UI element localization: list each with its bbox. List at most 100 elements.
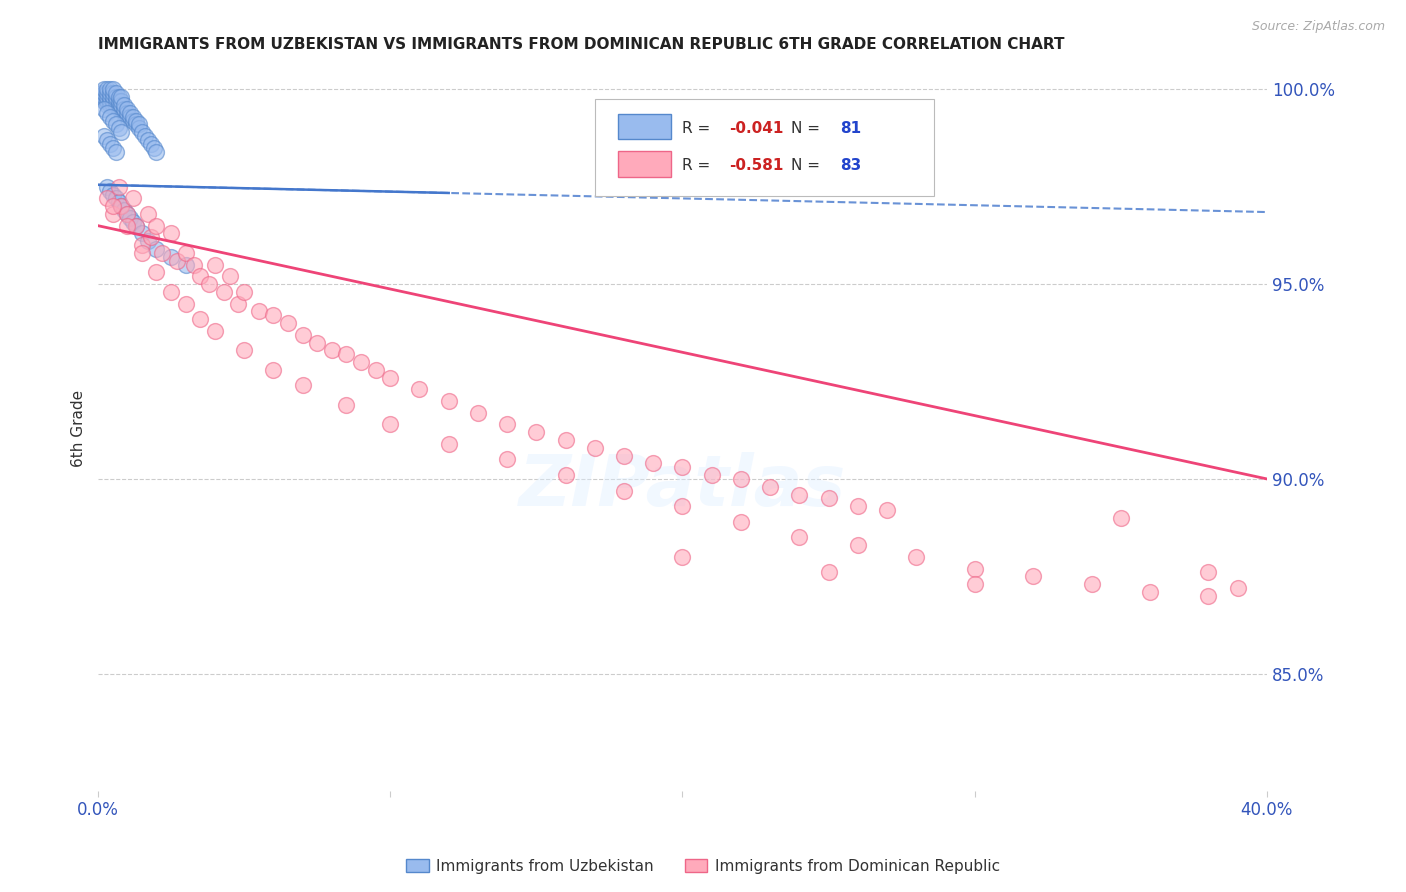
Point bbox=[380, 370, 402, 384]
Point bbox=[104, 90, 127, 104]
Point bbox=[112, 203, 135, 218]
Point bbox=[1109, 511, 1132, 525]
Point bbox=[136, 133, 159, 147]
Point bbox=[212, 285, 235, 299]
Point bbox=[98, 136, 121, 151]
Point bbox=[963, 561, 986, 575]
Point bbox=[174, 296, 197, 310]
Point bbox=[117, 102, 139, 116]
Point bbox=[131, 246, 153, 260]
Text: -0.041: -0.041 bbox=[730, 120, 783, 136]
FancyBboxPatch shape bbox=[595, 99, 934, 196]
Point bbox=[98, 184, 121, 198]
Point bbox=[876, 503, 898, 517]
Point bbox=[125, 117, 148, 131]
Point bbox=[101, 87, 124, 101]
Point bbox=[107, 94, 129, 108]
Point bbox=[136, 207, 159, 221]
Text: N =: N = bbox=[792, 159, 825, 173]
Point bbox=[730, 472, 752, 486]
Point bbox=[226, 296, 249, 310]
Point bbox=[120, 105, 142, 120]
Point bbox=[96, 191, 118, 205]
Point bbox=[364, 363, 387, 377]
Point bbox=[98, 98, 121, 112]
Point bbox=[174, 246, 197, 260]
Point bbox=[93, 90, 115, 104]
Point bbox=[98, 90, 121, 104]
Point bbox=[96, 133, 118, 147]
Point bbox=[110, 199, 132, 213]
Point bbox=[107, 90, 129, 104]
Text: R =: R = bbox=[682, 159, 716, 173]
Point bbox=[110, 90, 132, 104]
Point bbox=[125, 113, 148, 128]
Point bbox=[150, 246, 173, 260]
Point bbox=[817, 566, 839, 580]
Point bbox=[233, 343, 256, 358]
Point bbox=[110, 125, 132, 139]
Point bbox=[145, 219, 167, 233]
Point bbox=[730, 515, 752, 529]
Point bbox=[277, 316, 299, 330]
Point bbox=[789, 487, 811, 501]
Point bbox=[122, 110, 145, 124]
Point bbox=[98, 110, 121, 124]
Point bbox=[139, 136, 162, 151]
FancyBboxPatch shape bbox=[619, 152, 671, 177]
Point bbox=[104, 98, 127, 112]
Point bbox=[110, 102, 132, 116]
Text: ZIPatlas: ZIPatlas bbox=[519, 451, 846, 521]
Point bbox=[112, 102, 135, 116]
Point bbox=[218, 269, 240, 284]
Point bbox=[117, 207, 139, 221]
Point bbox=[613, 483, 636, 498]
Point bbox=[131, 227, 153, 241]
Point bbox=[671, 549, 693, 564]
Point bbox=[107, 195, 129, 210]
Point bbox=[136, 234, 159, 248]
Text: -0.581: -0.581 bbox=[730, 159, 783, 173]
Point bbox=[160, 250, 183, 264]
Point bbox=[789, 530, 811, 544]
FancyBboxPatch shape bbox=[619, 114, 671, 139]
Point bbox=[131, 125, 153, 139]
Legend: Immigrants from Uzbekistan, Immigrants from Dominican Republic: Immigrants from Uzbekistan, Immigrants f… bbox=[399, 853, 1007, 880]
Point bbox=[104, 94, 127, 108]
Point bbox=[110, 98, 132, 112]
Point bbox=[93, 129, 115, 144]
Point bbox=[204, 324, 226, 338]
Point bbox=[350, 355, 373, 369]
Point bbox=[198, 277, 221, 292]
Point bbox=[233, 285, 256, 299]
Point bbox=[1226, 581, 1249, 595]
Point bbox=[131, 238, 153, 252]
Point bbox=[247, 304, 270, 318]
Point bbox=[128, 121, 150, 136]
Point bbox=[120, 110, 142, 124]
Point bbox=[125, 219, 148, 233]
Point bbox=[104, 145, 127, 159]
Point bbox=[188, 312, 211, 326]
Point bbox=[145, 242, 167, 256]
Point bbox=[846, 538, 869, 552]
Point bbox=[112, 105, 135, 120]
Point bbox=[307, 335, 329, 350]
Point bbox=[671, 460, 693, 475]
Point bbox=[93, 82, 115, 96]
Text: R =: R = bbox=[682, 120, 716, 136]
Point bbox=[700, 468, 723, 483]
Point bbox=[262, 308, 284, 322]
Point bbox=[98, 82, 121, 96]
Point bbox=[583, 441, 606, 455]
Point bbox=[145, 145, 167, 159]
Point bbox=[101, 98, 124, 112]
Point bbox=[188, 269, 211, 284]
Point bbox=[817, 491, 839, 506]
Point bbox=[101, 94, 124, 108]
Point bbox=[321, 343, 343, 358]
Text: N =: N = bbox=[792, 120, 825, 136]
Point bbox=[101, 141, 124, 155]
Point bbox=[96, 94, 118, 108]
Point bbox=[93, 102, 115, 116]
